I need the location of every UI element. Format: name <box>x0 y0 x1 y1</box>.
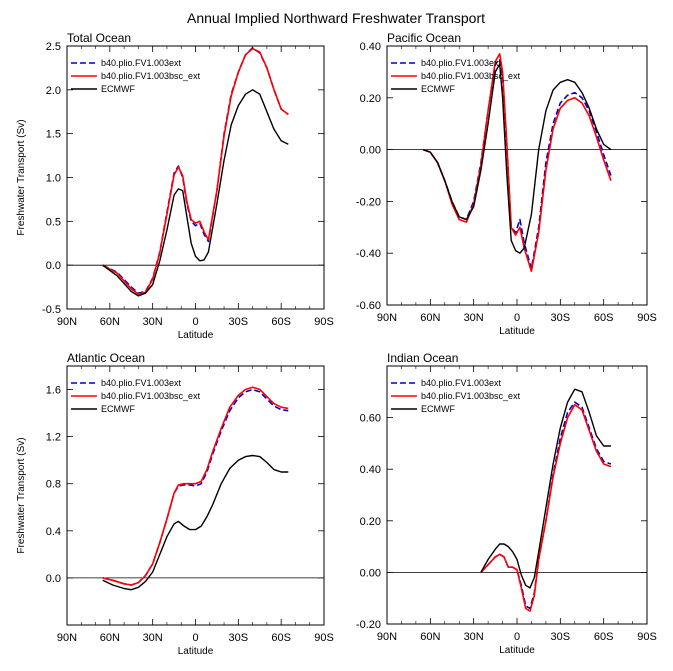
series-line-1 <box>102 388 289 586</box>
legend-label-3: ECMWF <box>101 404 135 414</box>
y-tick-label: 0.60 <box>360 413 381 425</box>
x-tick-label: 30S <box>229 632 249 644</box>
x-axis-label: Latitude <box>499 326 535 337</box>
legend-label-1: b40.plio.FV1.003ext <box>421 378 502 388</box>
x-tick-label: 30N <box>464 631 484 643</box>
chart-panel-2: Pacific Ocean 90N 60N 30N 0 30S 60S 90S -0.60 -0.… <box>356 31 657 337</box>
x-tick-label: 30N <box>143 632 163 644</box>
y-tick-label: 1.0 <box>46 173 61 185</box>
chart-panel-1: Total Ocean 90N 60N 30N 0 30S 60S 90S -0.5 0.0 0.5… <box>16 31 334 341</box>
x-tick-label: 90S <box>314 316 334 328</box>
x-tick-label: 90S <box>314 632 334 644</box>
x-tick-label: 90S <box>637 631 657 643</box>
legend-label-1: b40.plio.FV1.003ext <box>101 378 182 388</box>
x-tick-label: 60S <box>594 631 614 643</box>
legend: b40.plio.FV1.003ext b40.plio.FV1.003bsc_e… <box>71 58 201 94</box>
y-tick-label: -0.20 <box>356 619 381 631</box>
x-tick-label: 0 <box>192 632 198 644</box>
x-tick-label: 60N <box>420 312 440 324</box>
y-tick-label: 0.40 <box>360 464 381 476</box>
series-line-2 <box>480 403 612 612</box>
chart-panel-4: Indian Ocean 90N 60N 30N 0 30S 60S 90S -0.20 0.00… <box>356 351 657 656</box>
figure-title: Annual Implied Northward Freshwater Tran… <box>187 10 485 26</box>
x-tick-label: 30N <box>464 312 484 324</box>
x-tick-label: 90N <box>57 316 77 328</box>
x-tick-label: 90S <box>637 312 657 324</box>
y-tick-label: 0.5 <box>46 216 61 228</box>
y-tick-label: 0.00 <box>360 567 381 579</box>
series-line-2 <box>102 386 289 586</box>
x-tick-label: 60S <box>594 312 614 324</box>
panels: Total Ocean 90N 60N 30N 0 30S 60S 90S -0.5 0.0 0.5… <box>16 31 657 657</box>
legend-label-2: b40.plio.FV1.003bsc_ext <box>421 71 521 81</box>
x-axis-label: Latitude <box>178 330 214 341</box>
series-line-3 <box>422 63 612 254</box>
y-tick-label: 2.0 <box>46 85 61 97</box>
y-tick-label: 0.00 <box>360 145 381 157</box>
legend-label-2: b40.plio.FV1.003bsc_ext <box>101 71 201 81</box>
x-tick-label: 90N <box>377 631 397 643</box>
y-tick-label: 1.2 <box>46 432 61 444</box>
y-tick-label: 0.20 <box>360 93 381 105</box>
x-tick-label: 60N <box>100 316 120 328</box>
x-tick-label: 30N <box>143 316 163 328</box>
y-tick-label: 0.4 <box>46 526 61 538</box>
series-line-3 <box>480 388 611 589</box>
y-tick-label: 0.20 <box>360 516 381 528</box>
x-tick-label: 90N <box>57 632 77 644</box>
y-tick-label: 1.6 <box>46 385 61 397</box>
y-tick-label: 0.8 <box>46 479 61 491</box>
y-tick-label: -0.60 <box>356 300 381 312</box>
x-tick-label: 60S <box>271 316 291 328</box>
legend: b40.plio.FV1.003ext b40.plio.FV1.003bsc_e… <box>391 378 521 414</box>
legend: b40.plio.FV1.003ext b40.plio.FV1.003bsc_e… <box>71 378 201 414</box>
series-line-3 <box>102 454 289 591</box>
y-tick-label: 1.5 <box>46 129 61 141</box>
x-tick-label: 0 <box>514 631 520 643</box>
panel-title: Pacific Ocean <box>387 31 461 45</box>
y-tick-label: 0.0 <box>46 260 61 272</box>
y-tick-label: -0.5 <box>42 304 61 316</box>
x-axis-label: Latitude <box>499 645 535 656</box>
y-tick-label: 0.0 <box>46 573 61 585</box>
x-tick-label: 90N <box>377 312 397 324</box>
x-tick-label: 60N <box>420 631 440 643</box>
legend-label-2: b40.plio.FV1.003bsc_ext <box>101 391 201 401</box>
legend-label-3: ECMWF <box>421 404 455 414</box>
x-tick-label: 60N <box>100 632 120 644</box>
series-line-2 <box>102 47 289 295</box>
y-axis-label: Freshwater Transport (Sv) <box>16 119 27 235</box>
legend-label-1: b40.plio.FV1.003ext <box>101 58 182 68</box>
x-tick-label: 30S <box>551 631 571 643</box>
y-tick-label: -0.20 <box>356 196 381 208</box>
x-tick-label: 60S <box>271 632 291 644</box>
x-axis-label: Latitude <box>178 646 214 657</box>
legend-label-2: b40.plio.FV1.003bsc_ext <box>421 391 521 401</box>
y-tick-label: 2.5 <box>46 41 61 53</box>
chart-panel-3: Atlantic Ocean 90N 60N 30N 0 30S 60S 90S 0.0 0.4 0… <box>16 351 334 657</box>
x-tick-label: 0 <box>192 316 198 328</box>
x-tick-label: 0 <box>514 312 520 324</box>
y-tick-label: 0.40 <box>360 41 381 53</box>
legend: b40.plio.FV1.003ext b40.plio.FV1.003bsc_e… <box>391 58 521 94</box>
panel-title: Total Ocean <box>67 31 131 45</box>
y-axis-label: Freshwater Transport (Sv) <box>16 437 27 553</box>
series-line-2 <box>422 53 612 273</box>
legend-label-1: b40.plio.FV1.003ext <box>421 58 502 68</box>
y-tick-label: -0.40 <box>356 248 381 260</box>
x-tick-label: 30S <box>229 316 249 328</box>
legend-label-3: ECMWF <box>421 84 455 94</box>
series-line-3 <box>102 89 289 297</box>
panel-title: Indian Ocean <box>387 351 458 365</box>
x-tick-label: 30S <box>551 312 571 324</box>
legend-label-3: ECMWF <box>101 84 135 94</box>
panel-title: Atlantic Ocean <box>67 351 145 365</box>
